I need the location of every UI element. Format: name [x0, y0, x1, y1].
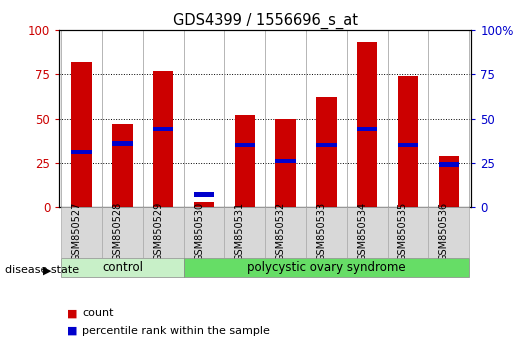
Text: GSM850531: GSM850531	[235, 202, 245, 261]
Bar	[235, 143, 255, 147]
Bar	[347, 207, 388, 258]
Bar	[112, 124, 133, 207]
Bar	[61, 207, 102, 258]
Text: GSM850530: GSM850530	[194, 202, 204, 261]
Bar	[276, 119, 296, 207]
Bar	[316, 143, 337, 147]
Text: GSM850529: GSM850529	[153, 202, 163, 261]
Bar	[388, 207, 428, 258]
Title: GDS4399 / 1556696_s_at: GDS4399 / 1556696_s_at	[173, 12, 358, 29]
Bar	[112, 141, 133, 145]
Text: ■: ■	[67, 308, 77, 318]
Text: disease state: disease state	[5, 266, 79, 275]
Bar	[398, 76, 418, 207]
Text: GSM850533: GSM850533	[316, 202, 327, 261]
Bar	[265, 207, 306, 258]
Bar	[439, 156, 459, 207]
Bar	[225, 207, 265, 258]
Bar	[398, 143, 418, 147]
Text: count: count	[82, 308, 114, 318]
Text: polycystic ovary syndrome: polycystic ovary syndrome	[247, 261, 406, 274]
Bar	[439, 162, 459, 167]
Text: ▶: ▶	[43, 266, 52, 275]
Bar	[153, 71, 174, 207]
Text: GSM850532: GSM850532	[276, 202, 286, 261]
Bar	[306, 207, 347, 258]
Text: GSM850528: GSM850528	[112, 202, 123, 261]
Text: percentile rank within the sample: percentile rank within the sample	[82, 326, 270, 336]
Bar	[153, 127, 174, 131]
Text: GSM850535: GSM850535	[398, 202, 408, 261]
Bar	[72, 150, 92, 154]
Bar	[276, 159, 296, 163]
Bar	[357, 127, 377, 131]
Bar	[316, 97, 337, 207]
Text: control: control	[102, 261, 143, 274]
Bar	[184, 207, 225, 258]
Bar	[235, 115, 255, 207]
Bar	[61, 258, 184, 277]
Bar	[194, 202, 214, 207]
Bar	[357, 42, 377, 207]
Text: GSM850534: GSM850534	[357, 202, 367, 261]
Text: GSM850536: GSM850536	[439, 202, 449, 261]
Bar	[428, 207, 469, 258]
Bar	[143, 207, 184, 258]
Text: ■: ■	[67, 326, 77, 336]
Bar	[102, 207, 143, 258]
Bar	[194, 193, 214, 197]
Bar	[72, 62, 92, 207]
Bar	[184, 258, 469, 277]
Text: GSM850527: GSM850527	[72, 202, 82, 261]
